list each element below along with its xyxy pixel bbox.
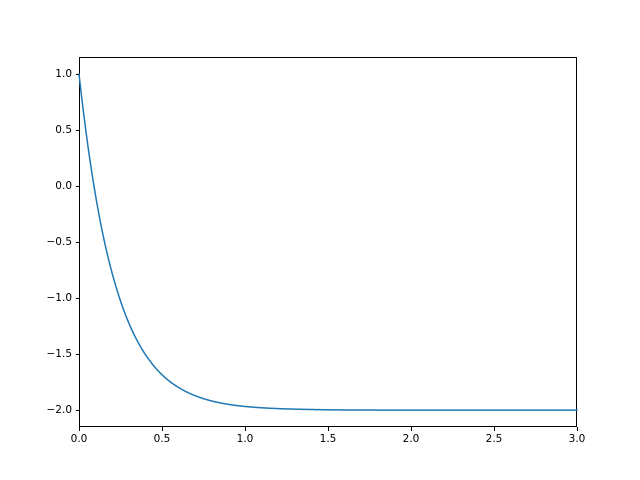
y-tick-label: 0.0 (55, 179, 72, 192)
x-tick-mark (494, 427, 495, 431)
x-tick-mark (79, 427, 80, 431)
axis-spine-bottom (79, 426, 577, 427)
y-tick-label: −1.5 (46, 347, 73, 360)
x-tick-label: 0.0 (70, 433, 88, 445)
y-tick-mark (75, 410, 79, 412)
y-tick-label: −0.5 (46, 235, 73, 248)
x-tick-mark (328, 427, 329, 431)
x-tick-mark (162, 427, 163, 431)
y-tick-mark (75, 185, 79, 187)
axis-spine-right (576, 57, 577, 427)
x-tick-label: 3.0 (568, 433, 586, 445)
y-tick-mark (75, 129, 79, 131)
y-tick-label: −2.0 (46, 403, 73, 416)
y-tick-mark (75, 73, 79, 75)
x-tick-label: 1.0 (236, 433, 254, 445)
y-tick-mark (75, 298, 79, 300)
x-tick-label: 2.5 (485, 433, 503, 445)
x-tick-label: 2.0 (402, 433, 420, 445)
axis-spine-top (79, 57, 577, 58)
axis-spine-left (79, 57, 80, 427)
x-tick-mark (411, 427, 412, 431)
x-tick-mark (577, 427, 578, 431)
y-tick-mark (75, 242, 79, 243)
y-tick-label: 1.0 (55, 67, 72, 80)
x-tick-label: 0.5 (153, 433, 171, 445)
y-tick-mark (75, 354, 79, 356)
x-tick-label: 1.5 (319, 433, 337, 445)
plot-axes: 1.0 0.5 0.0 −0.5 −1.0 −1.5 −2.0 0.0 0.5 1.0 1.5 2.… (47, 57, 585, 444)
y-tick-label: −1.0 (46, 291, 73, 304)
x-tick-mark (245, 427, 246, 431)
line-series-exponential-decay (78, 73, 578, 411)
y-tick-label: 0.5 (55, 123, 72, 136)
data-line-layer (78, 73, 578, 411)
